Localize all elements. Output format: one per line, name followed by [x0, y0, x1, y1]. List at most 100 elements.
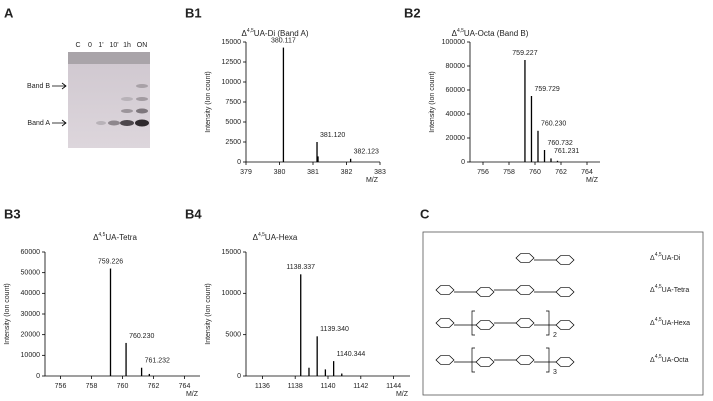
label: Δ4,5UA-Hexa: [650, 317, 690, 327]
gel: [68, 52, 150, 148]
label-part: UA-Tetra: [105, 233, 137, 242]
label: Δ4,5UA-Tetra: [93, 232, 137, 242]
y-tick-label: 2500: [225, 139, 241, 146]
peak-label: 382.123: [354, 149, 379, 156]
peak-label: 761.231: [554, 148, 579, 155]
sugar-ring: [515, 318, 535, 328]
peak-label: 760.230: [129, 333, 154, 340]
sugar-ring: [555, 357, 575, 367]
label-part: 4,5: [655, 284, 662, 290]
x-tick-label: 1144: [386, 383, 401, 390]
label-part: Δ: [650, 255, 655, 262]
sugar-ring: [515, 285, 535, 295]
label: Δ4,5UA-Tetra: [650, 284, 689, 294]
y-tick-label: 80000: [446, 63, 466, 70]
axes: [245, 252, 410, 377]
y-axis-label: Intensity (Ion count): [429, 71, 436, 132]
y-tick-label: 20000: [446, 135, 466, 142]
y-tick-label: 100000: [442, 39, 465, 46]
y-tick-label: 30000: [21, 311, 41, 318]
y-axis-label: Intensity (Ion count): [205, 283, 212, 344]
sugar-ring: [515, 355, 535, 365]
label-part: 4,5: [258, 232, 265, 238]
peak-label: 759.729: [534, 86, 559, 93]
panel-letter: B3: [4, 206, 21, 221]
y-tick-label: 10000: [21, 352, 41, 359]
y-tick-label: 60000: [21, 249, 41, 256]
y-axis-label: Intensity (Ion count): [205, 71, 212, 132]
label-part: UA-Hexa: [265, 233, 298, 242]
panel-letter: B4: [185, 206, 202, 221]
x-tick-label: 1142: [353, 383, 368, 390]
panel-letter: A: [4, 5, 14, 20]
gel-wells: [68, 52, 150, 64]
y-tick-label: 0: [237, 373, 241, 380]
y-tick-label: 40000: [446, 111, 466, 118]
y-tick-label: 40000: [21, 290, 41, 297]
peak-label: 759.226: [98, 258, 123, 265]
gel-bands: [96, 84, 149, 127]
x-axis-label: M/Z: [366, 177, 379, 184]
label-part: Δ: [650, 287, 655, 294]
peak-label: 760.732: [548, 140, 573, 147]
sugar-ring: [555, 287, 575, 297]
label-part: 4,5: [98, 232, 105, 238]
y-tick-label: 5000: [225, 119, 241, 126]
label-part: UA-Hexa: [662, 320, 691, 327]
sugar-ring: [515, 253, 535, 263]
x-tick-label: 382: [341, 169, 353, 176]
x-tick-label: 764: [581, 169, 593, 176]
label-part: Δ: [650, 357, 655, 364]
x-tick-label: 758: [503, 169, 515, 176]
y-tick-label: 0: [461, 159, 465, 166]
lane-label: 0: [88, 42, 92, 49]
label: Δ4,5UA-Di: [650, 252, 681, 262]
band-label: Band A: [27, 120, 50, 127]
lane-label: 1h: [123, 42, 131, 49]
label-part: Δ: [253, 233, 259, 242]
label-part: 4,5: [655, 317, 662, 323]
x-tick-label: 381: [307, 169, 319, 176]
peak-label: 760.230: [541, 121, 566, 128]
band-label: Band B: [27, 83, 50, 90]
sugar-ring: [555, 320, 575, 330]
panel-letter: B1: [185, 5, 202, 20]
repeat-bracket: [471, 310, 550, 336]
sugar-ring: [475, 287, 495, 297]
label-part: 4,5: [457, 28, 464, 34]
x-tick-label: 756: [55, 383, 67, 390]
label-part: 4,5: [655, 354, 662, 360]
label-part: UA-Octa: [662, 357, 689, 364]
repeat-bracket: [471, 347, 550, 373]
x-tick-label: 756: [477, 169, 489, 176]
structure-box: [422, 231, 704, 396]
peak-label: 380.117: [271, 37, 296, 44]
lane-label: C: [75, 42, 80, 49]
y-tick-label: 10000: [222, 79, 242, 86]
x-tick-label: 1140: [320, 383, 335, 390]
axes: [245, 42, 380, 163]
panel-letter: C: [420, 206, 430, 221]
x-tick-label: 1138: [288, 383, 303, 390]
repeat-count: 3: [553, 369, 557, 376]
panel-letter: B2: [404, 5, 421, 20]
y-tick-label: 0: [36, 373, 40, 380]
label-part: Δ: [242, 29, 248, 38]
peak-label: 761.232: [145, 358, 170, 365]
label-part: UA-Octa (Band B): [464, 29, 529, 38]
y-tick-label: 50000: [21, 270, 41, 277]
label-part: Δ: [452, 29, 458, 38]
peak-label: 759.227: [512, 50, 537, 57]
sugar-ring: [475, 357, 495, 367]
label: Δ4,5UA-Di (Band A): [242, 28, 309, 38]
x-axis-label: M/Z: [186, 391, 199, 398]
sugar-ring: [435, 355, 455, 365]
x-tick-label: 1136: [255, 383, 270, 390]
label-part: UA-Di (Band A): [254, 29, 309, 38]
sugar-ring: [475, 320, 495, 330]
label-part: Δ: [93, 233, 99, 242]
sugar-ring: [435, 318, 455, 328]
sugar-ring: [555, 255, 575, 265]
label-part: UA-Di: [662, 255, 681, 262]
